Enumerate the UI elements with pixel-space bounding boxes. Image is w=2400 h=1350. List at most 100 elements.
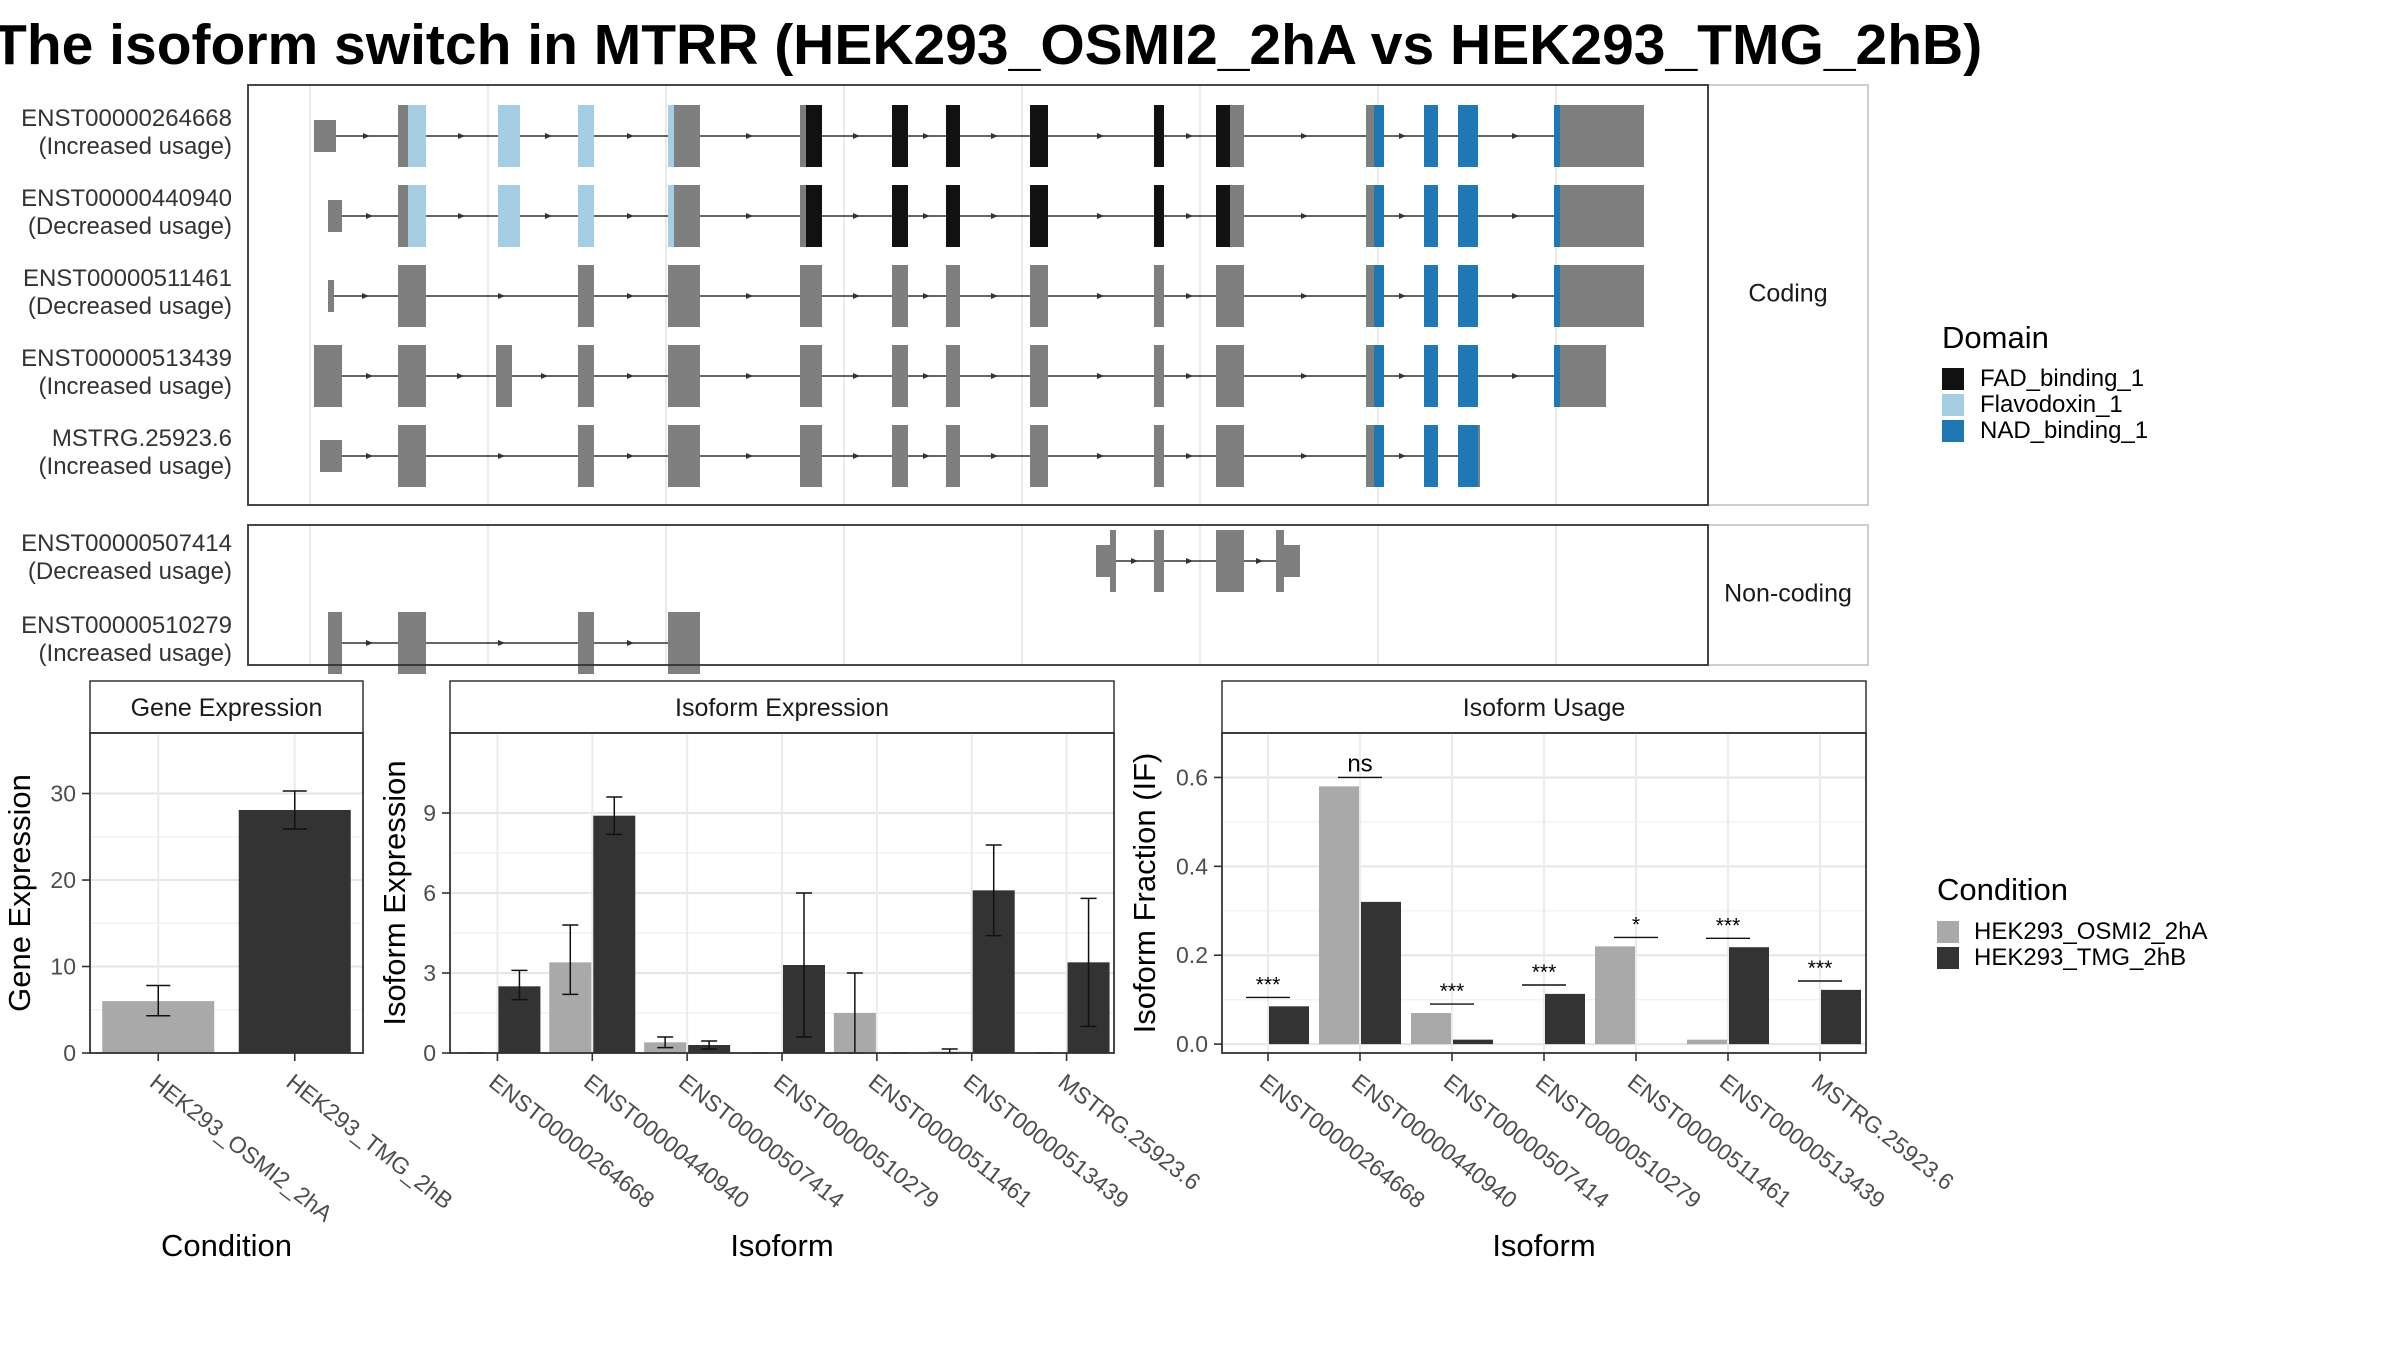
y-tick-label: 0.4 xyxy=(1176,853,1208,879)
y-tick-label: 3 xyxy=(423,960,436,986)
domain-segment xyxy=(578,105,594,167)
strand-arrow xyxy=(1131,558,1138,564)
strand-arrow xyxy=(1097,293,1104,299)
panel-strip xyxy=(89,680,364,734)
exon xyxy=(1154,425,1164,487)
transcript-structure-plot: CodingNon-codingENST00000264668(Increase… xyxy=(21,84,1869,674)
strand-arrow xyxy=(853,373,860,379)
strand-arrow xyxy=(991,213,998,219)
strand-arrow xyxy=(1301,293,1308,299)
strand-arrow xyxy=(545,213,552,219)
bar xyxy=(1821,989,1861,1045)
exon xyxy=(328,612,342,674)
strand-arrow xyxy=(1186,133,1193,139)
transcript-usage-label: (Increased usage) xyxy=(39,133,232,160)
strand-arrow xyxy=(366,453,373,459)
transcript-id-label: MSTRG.25923.6 xyxy=(52,425,232,452)
y-tick-label: 0 xyxy=(63,1040,76,1066)
strand-arrow xyxy=(1301,453,1308,459)
strand-arrow xyxy=(1301,373,1308,379)
domain-segment xyxy=(1424,345,1438,407)
domain-segment xyxy=(1424,425,1438,487)
strand-arrow xyxy=(545,133,552,139)
exon xyxy=(1554,105,1644,167)
y-tick-label: 0.2 xyxy=(1176,942,1208,968)
domain-segment xyxy=(1458,345,1478,407)
significance-label: *** xyxy=(1532,961,1557,984)
facet-strip xyxy=(1707,524,1869,666)
domain-segment xyxy=(1154,105,1164,167)
panel-border xyxy=(1221,732,1867,1054)
strand-arrow xyxy=(746,453,753,459)
domain-segment xyxy=(806,185,822,247)
strand-arrow xyxy=(1186,373,1193,379)
strand-arrow xyxy=(923,133,930,139)
domain-segment xyxy=(1374,345,1384,407)
x-tick-label: ENST00000511461 xyxy=(864,1068,1038,1212)
panel-border xyxy=(247,524,1709,666)
exon xyxy=(1554,185,1644,247)
facet-strip xyxy=(1707,84,1869,506)
y-tick-label: 6 xyxy=(423,880,436,906)
strand-arrow xyxy=(746,373,753,379)
panel-border xyxy=(89,732,364,1054)
panel-border xyxy=(247,84,1709,506)
domain-segment xyxy=(1424,105,1438,167)
condition-legend-key xyxy=(1937,921,1959,943)
exon xyxy=(314,120,336,152)
exon xyxy=(800,425,822,487)
strand-arrow xyxy=(1256,558,1263,564)
facet-panel xyxy=(248,525,1708,665)
strand-arrow xyxy=(853,213,860,219)
strand-arrow xyxy=(1097,133,1104,139)
y-tick-label: 0.0 xyxy=(1176,1031,1208,1057)
exon xyxy=(1154,345,1164,407)
domain-legend-title: Domain xyxy=(1942,320,2049,355)
bar xyxy=(1687,1039,1727,1045)
bar xyxy=(593,815,636,1053)
strand-arrow xyxy=(366,640,373,646)
strand-arrow xyxy=(1097,213,1104,219)
exon xyxy=(946,265,960,327)
exon xyxy=(1030,345,1048,407)
bar xyxy=(1361,901,1401,1045)
exon xyxy=(1554,345,1606,407)
strand-arrow xyxy=(923,373,930,379)
significance-label: *** xyxy=(1256,973,1281,996)
exon xyxy=(892,345,908,407)
strand-arrow xyxy=(1512,293,1519,299)
exon xyxy=(800,345,822,407)
strand-arrow xyxy=(457,373,464,379)
strand-arrow xyxy=(991,133,998,139)
facet-strip-label: Non-coding xyxy=(1724,580,1852,608)
panel-strip xyxy=(1221,680,1867,734)
exon xyxy=(578,425,594,487)
panel-strip xyxy=(449,680,1115,734)
strand-arrow xyxy=(991,373,998,379)
domain-segment xyxy=(668,185,674,247)
exon xyxy=(1216,345,1244,407)
panel-strip-label: Isoform Expression xyxy=(675,694,889,722)
domain-segment xyxy=(1554,345,1560,407)
strand-arrow xyxy=(1512,133,1519,139)
domain-segment xyxy=(1554,185,1560,247)
domain-segment xyxy=(498,105,520,167)
exon xyxy=(578,612,594,674)
exon xyxy=(1216,530,1244,592)
isoform-expression-panel: Isoform Expression0369ENST00000264668ENS… xyxy=(377,680,1206,1263)
strand-arrow xyxy=(1399,133,1406,139)
x-tick-label: ENST00000511461 xyxy=(1623,1068,1797,1212)
domain-legend-key xyxy=(1942,368,1964,390)
exon xyxy=(1096,545,1110,577)
domain-segment xyxy=(1458,265,1478,327)
exon xyxy=(668,345,700,407)
exon xyxy=(946,345,960,407)
domain-segment xyxy=(892,105,908,167)
domain-segment xyxy=(806,105,822,167)
strand-arrow xyxy=(363,133,370,139)
domain-segment xyxy=(578,185,594,247)
strand-arrow xyxy=(627,293,634,299)
strand-arrow xyxy=(1399,453,1406,459)
significance-label: *** xyxy=(1716,914,1741,937)
